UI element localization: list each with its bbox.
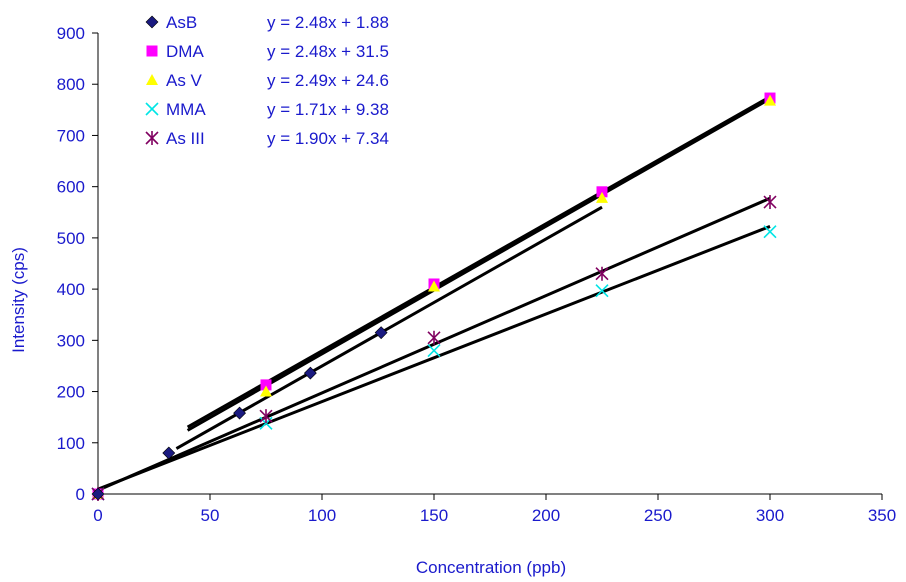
data-markers [91,92,777,501]
legend: AsB y = 2.48x + 1.88 DMA y = 2.48x + 31.5 As… [145,13,389,148]
y-axis-title: Intensity (cps) [9,247,28,353]
legend-label-as-v: As V [166,71,203,90]
data-point-mma-stroke [595,284,609,298]
legend-label-asb: AsB [166,13,197,32]
legend-label-as-iii: As III [166,129,205,148]
data-point-as-v [260,385,272,397]
data-point-as-iii [427,330,441,345]
equation-label-mma: y = 1.71x + 9.38 [267,100,389,119]
y-tick-label: 400 [57,280,85,299]
data-point-dma [596,186,608,198]
data-point-as-iii [763,195,777,210]
legend-marker-dma [146,45,158,57]
trendline-mma [97,225,771,491]
x-tick-label: 300 [756,506,784,525]
trendlines [97,95,771,492]
data-point-as-iii [259,409,273,424]
equation-label-asb: y = 2.48x + 1.88 [267,13,389,32]
data-point-asb [162,446,176,460]
legend-label-dma: DMA [166,42,204,61]
trendline-asb [175,205,603,450]
y-tick-label: 700 [57,126,85,145]
data-point-as-v [428,280,440,292]
trendline-as-v [186,97,771,432]
x-axis: 0 50 100 150 200 250 300 350 [93,493,896,525]
data-point-mma [763,225,777,239]
y-tick-label: 300 [57,331,85,350]
x-tick-label: 50 [201,506,220,525]
x-tick-label: 100 [308,506,336,525]
data-point-mma [427,344,441,358]
data-point-mma [595,284,609,298]
legend-marker-as-v [146,74,158,85]
legend-marker-as-iii [145,131,159,145]
y-tick-label: 800 [57,75,85,94]
x-axis-title: Concentration (ppb) [416,558,566,577]
y-tick-label: 900 [57,24,85,43]
x-tick-label: 0 [93,506,102,525]
y-tick-label: 0 [76,485,85,504]
y-tick-label: 600 [57,178,85,197]
data-point-mma-stroke [427,344,441,358]
data-point-asb [303,366,317,380]
y-axis: 0 100 200 300 400 500 600 700 800 900 [57,24,99,504]
data-point-as-iii [595,266,609,281]
y-tick-label: 100 [57,434,85,453]
data-point-dma [260,379,272,391]
legend-marker-asb [145,15,159,29]
legend-marker-mma-stroke [145,102,159,116]
data-point-mma-stroke [763,225,777,239]
data-point-asb [374,326,388,340]
equation-label-as-iii: y = 1.90x + 7.34 [267,129,389,148]
x-tick-label: 150 [420,506,448,525]
trendline-dma [186,95,771,429]
data-point-as-v [764,94,776,106]
y-tick-label: 200 [57,383,85,402]
legend-marker-mma [145,102,159,116]
x-tick-label: 200 [532,506,560,525]
x-tick-label: 350 [868,506,896,525]
y-tick-label: 500 [57,229,85,248]
data-point-asb [233,406,246,420]
legend-label-mma: MMA [166,100,206,119]
equation-label-dma: y = 2.48x + 31.5 [267,42,389,61]
x-tick-label: 250 [644,506,672,525]
equation-label-as-v: y = 2.49x + 24.6 [267,71,389,90]
data-point-as-v [596,191,608,203]
data-point-asb [91,487,105,501]
